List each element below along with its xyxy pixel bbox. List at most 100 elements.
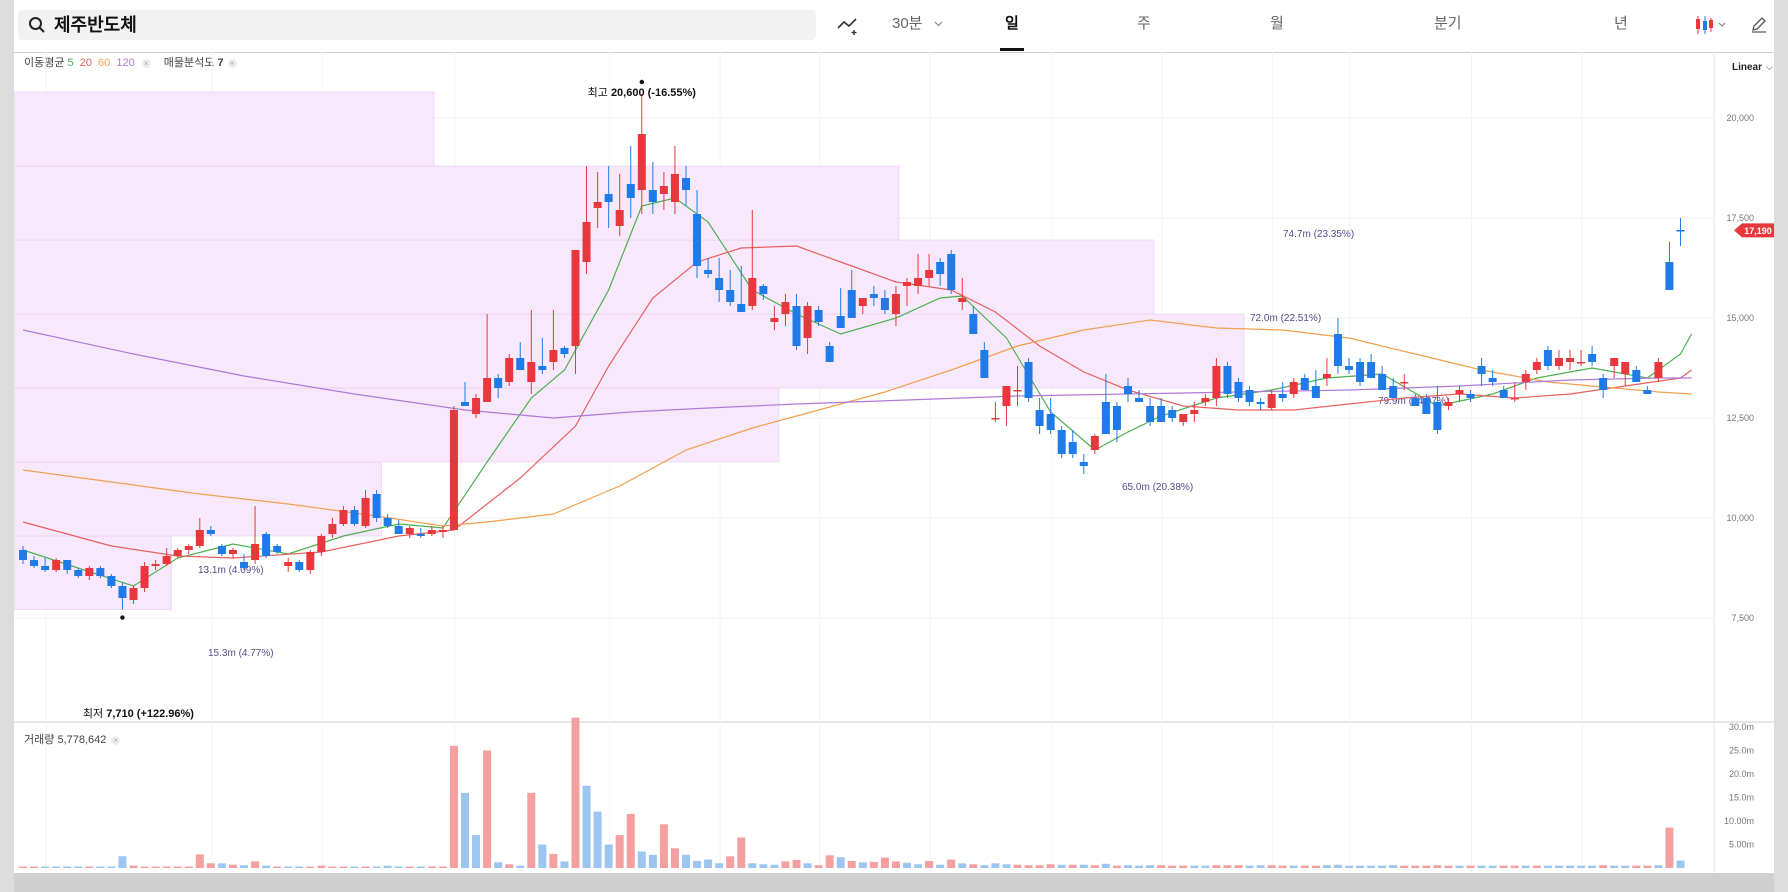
volume-bar xyxy=(1322,865,1331,868)
candle-body xyxy=(1322,374,1331,378)
pencil-draw-icon[interactable] xyxy=(1750,15,1768,33)
candle xyxy=(1311,370,1320,398)
candle xyxy=(737,266,746,312)
candle xyxy=(405,526,414,538)
volume-bar xyxy=(372,866,381,868)
low-annotation-label: 최저 xyxy=(83,707,106,720)
period-30min[interactable]: 30분 xyxy=(892,15,923,32)
volume-profile-label: 13.1m (4.09%) xyxy=(198,565,264,576)
volume-bar xyxy=(748,863,757,868)
volume-bar xyxy=(1190,865,1199,868)
candle xyxy=(1455,386,1464,402)
search-query[interactable]: 제주반도체 xyxy=(54,15,137,35)
volume-bar xyxy=(1356,865,1365,868)
candle xyxy=(1543,346,1552,370)
candle-body xyxy=(1532,362,1541,370)
candle xyxy=(306,550,315,574)
indicator-legend: 이동평균 5 20 60 120 × 매물분석도 7 × xyxy=(24,56,247,70)
remove-profile-icon[interactable]: × xyxy=(227,59,237,68)
volume-bar xyxy=(262,865,271,868)
candle xyxy=(1632,366,1641,382)
volume-bar xyxy=(903,862,911,868)
candle-body xyxy=(936,262,945,274)
volume-bar xyxy=(1510,865,1519,868)
dropdown-chevron-icon[interactable] xyxy=(934,21,943,27)
candle-body xyxy=(670,174,679,202)
candle xyxy=(1079,454,1088,474)
volume-bar xyxy=(30,866,39,868)
price-tick-label: 20,000 xyxy=(1726,113,1754,123)
period-week[interactable]: 주 xyxy=(1137,15,1151,32)
volume-bar xyxy=(1223,865,1232,868)
volume-bar xyxy=(792,860,801,868)
candle xyxy=(659,172,668,210)
candle-body xyxy=(427,530,436,534)
candle xyxy=(1466,390,1475,402)
candle xyxy=(991,402,1000,422)
volume-bar xyxy=(682,854,690,868)
candle-body xyxy=(228,550,237,554)
candle-body xyxy=(858,298,867,306)
candle-body xyxy=(1610,358,1619,366)
candle xyxy=(615,174,624,236)
volume-bar xyxy=(1521,865,1530,868)
candle-body xyxy=(715,278,724,290)
candle-body xyxy=(1234,382,1243,398)
candle xyxy=(781,294,790,326)
candle xyxy=(582,166,591,274)
volume-bar xyxy=(925,860,934,868)
period-year[interactable]: 년 xyxy=(1614,15,1628,32)
candle xyxy=(1577,350,1586,366)
search-bar[interactable]: 제주반도체 xyxy=(18,10,816,40)
ma-120: 120 xyxy=(116,57,135,69)
volume-bar xyxy=(1477,865,1486,868)
high-annotation-value: 20,600 (-16.55%) xyxy=(611,87,696,99)
period-quarter[interactable]: 분기 xyxy=(1434,15,1462,32)
price-tick-label: 7,500 xyxy=(1731,613,1754,623)
remove-volume-icon[interactable]: × xyxy=(111,736,121,745)
volume-profile-label: 15.3m (4.77%) xyxy=(208,648,274,659)
volume-bar xyxy=(825,855,834,868)
compare-chart-icon[interactable] xyxy=(836,14,862,36)
candle xyxy=(593,172,602,228)
candle-body xyxy=(173,550,182,556)
remove-ma-icon[interactable]: × xyxy=(141,59,151,68)
period-month[interactable]: 월 xyxy=(1270,15,1284,32)
high-annotation: 최고 20,600 (-16.55%) xyxy=(588,86,697,99)
candle-body xyxy=(206,530,215,534)
candle-body xyxy=(582,222,591,262)
candle xyxy=(1621,362,1630,386)
candle-body xyxy=(1245,390,1254,402)
candle xyxy=(1179,414,1188,426)
scale-mode-select[interactable]: Linear ⌵ xyxy=(1732,62,1773,73)
candle xyxy=(1234,378,1243,402)
candle xyxy=(339,506,348,526)
candle xyxy=(1422,394,1431,414)
candle-type-icon[interactable] xyxy=(1694,14,1728,36)
candle-body xyxy=(1002,386,1011,406)
scale-chevron-icon: ⌵ xyxy=(1766,62,1773,72)
volume-bar xyxy=(726,856,735,868)
candle xyxy=(1389,378,1398,398)
volume-tick-label: 15.0m xyxy=(1729,793,1754,803)
volume-bar xyxy=(1488,865,1497,868)
candlestick-chart[interactable]: 7,50010,00012,50015,00017,50020,00012월12… xyxy=(14,0,1774,892)
candle-body xyxy=(1024,362,1033,398)
volume-bar xyxy=(1367,865,1376,868)
volume-bar xyxy=(1400,865,1409,868)
candle xyxy=(107,574,116,588)
volume-bar xyxy=(85,866,94,868)
volume-bar xyxy=(991,863,1000,868)
candle xyxy=(825,342,834,362)
candle-body xyxy=(306,552,315,570)
candle xyxy=(1278,382,1287,402)
candle-body xyxy=(1345,366,1353,370)
scale-mode-label: Linear xyxy=(1732,62,1763,73)
volume-bar xyxy=(869,861,878,868)
candle-body xyxy=(903,282,911,286)
candle-body xyxy=(1588,354,1597,362)
volume-bar xyxy=(1378,865,1387,868)
candle xyxy=(262,532,271,558)
candle xyxy=(814,306,823,326)
period-day[interactable]: 일 xyxy=(1005,15,1019,32)
